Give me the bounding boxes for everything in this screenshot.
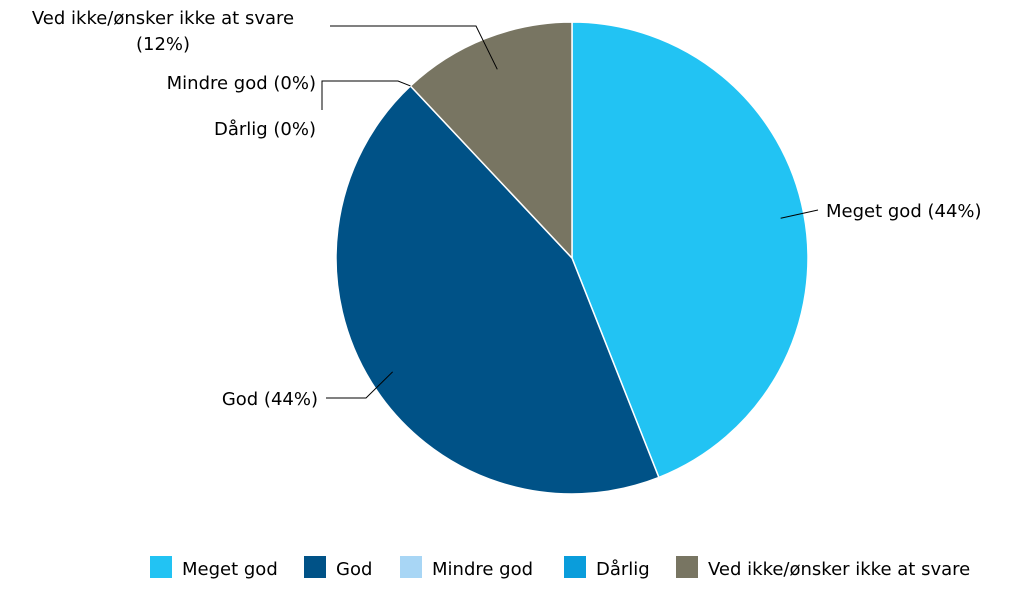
- legend-item-mindre-god: Mindre god: [400, 556, 533, 580]
- legend-swatch-god: [304, 556, 326, 578]
- legend-item-ved-ikke-onsker-ikke-at-svare: Ved ikke/ønsker ikke at svare: [676, 556, 970, 580]
- callout-darlig: Dårlig (0%): [214, 119, 316, 140]
- pie-slice-god: [335, 84, 660, 495]
- legend-label-meget-god: Meget god: [182, 559, 278, 580]
- pie-slice-ved-ikke-onsker-ikke-at-svare: [409, 21, 573, 260]
- legend-label-darlig: Dårlig: [596, 559, 650, 580]
- legend-label-god: God: [336, 559, 372, 580]
- legend-swatch-ved-ikke-onsker-ikke-at-svare: [676, 556, 698, 578]
- leader-line-meget-god: [780, 209, 819, 219]
- callout-meget-god: Meget god (44%): [826, 201, 982, 222]
- legend-item-god: God: [304, 556, 372, 580]
- legend-label-mindre-god: Mindre god: [432, 559, 533, 580]
- leader-line-god: [326, 371, 394, 399]
- legend-label-ved-ikke-onsker-ikke-at-svare: Ved ikke/ønsker ikke at svare: [708, 559, 970, 580]
- slice-callouts: Meget god (44%) God (44%) Mindre god (0%) D…: [32, 8, 982, 410]
- legend: Meget god God Mindre god Dårlig Ved ikke/øns…: [150, 556, 970, 580]
- pie-slices: [335, 21, 809, 495]
- pie-slice-meget-god: [571, 21, 809, 479]
- callout-mindre-god: Mindre god (0%): [167, 73, 316, 94]
- leader-line-ved-ikke: [330, 25, 498, 70]
- legend-item-meget-god: Meget god: [150, 556, 278, 580]
- callout-god: God (44%): [222, 389, 318, 410]
- legend-swatch-meget-god: [150, 556, 172, 578]
- legend-swatch-mindre-god: [400, 556, 422, 578]
- leader-line-mindre-god: [321, 80, 411, 110]
- legend-item-darlig: Dårlig: [564, 556, 650, 580]
- callout-ved-ikke: Ved ikke/ønsker ikke at svare (12%): [32, 8, 294, 55]
- legend-swatch-darlig: [564, 556, 586, 578]
